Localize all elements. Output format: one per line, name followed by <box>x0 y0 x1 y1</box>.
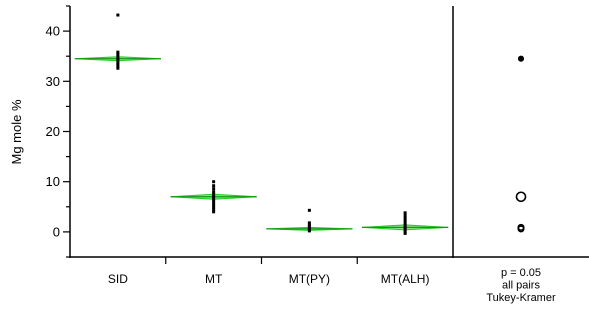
data-point <box>403 221 407 225</box>
y-axis-label: Mg mole % <box>9 99 24 164</box>
comparison-note-line: p = 0.05 <box>501 267 541 279</box>
data-point <box>403 231 407 235</box>
data-point <box>212 192 216 196</box>
comparison-circle <box>515 191 527 203</box>
y-axis: 0 10 20 30 40 <box>46 5 70 258</box>
x-tick-label: MT <box>205 272 223 286</box>
comparison-note-line: all pairs <box>502 280 540 292</box>
data-point <box>212 200 216 204</box>
y-tick-label: 20 <box>46 124 60 139</box>
data-point <box>403 225 407 229</box>
mean-diamonds <box>74 56 449 231</box>
data-point <box>116 50 120 54</box>
data-point <box>116 52 120 56</box>
comparison-circle <box>517 223 525 231</box>
x-tick-label: MT(PY) <box>289 272 330 286</box>
data-point <box>212 197 216 201</box>
data-point <box>212 180 216 184</box>
data-point <box>212 190 216 194</box>
y-tick-label: 0 <box>53 224 60 239</box>
x-tick-label: SID <box>108 272 128 286</box>
data-point <box>403 216 407 220</box>
data-point <box>212 184 216 188</box>
data-point <box>116 66 120 70</box>
data-point <box>403 211 407 215</box>
plot-frame <box>69 6 589 258</box>
data-point <box>307 223 311 227</box>
data-points <box>116 13 407 235</box>
data-point <box>116 60 120 64</box>
data-point <box>116 13 120 17</box>
data-point <box>307 208 311 212</box>
x-tick-label: MT(ALH) <box>381 272 430 286</box>
y-tick-label: 30 <box>46 74 60 89</box>
data-point <box>212 195 216 199</box>
data-point <box>307 226 311 230</box>
data-point <box>403 227 407 231</box>
data-point <box>116 54 120 58</box>
data-point <box>116 62 120 66</box>
data-point <box>307 225 311 229</box>
y-tick-label: 40 <box>46 24 60 39</box>
data-point <box>403 213 407 217</box>
data-point <box>116 58 120 62</box>
data-point <box>403 218 407 222</box>
data-point <box>116 56 120 60</box>
data-point <box>212 207 216 211</box>
data-point <box>116 64 120 68</box>
y-tick-label: 10 <box>46 174 60 189</box>
comparison-circle <box>517 55 525 62</box>
data-point <box>403 229 407 233</box>
comparison-note-line: Tukey-Kramer <box>486 292 556 304</box>
data-point <box>212 205 216 209</box>
data-point <box>307 229 311 233</box>
data-point <box>212 210 216 214</box>
comparison-circles <box>515 55 527 233</box>
x-axis: SID MT MT(PY) MT(ALH) <box>108 257 430 286</box>
data-point <box>212 187 216 191</box>
data-point <box>307 221 311 225</box>
data-point <box>403 223 407 227</box>
data-point <box>212 202 216 206</box>
